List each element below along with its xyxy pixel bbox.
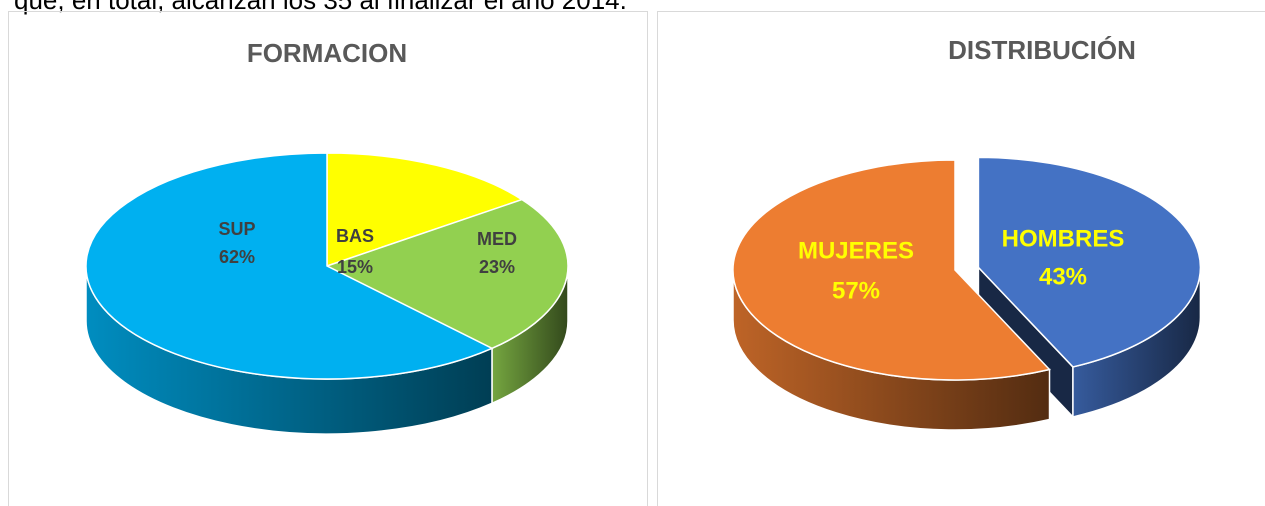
slice (326, 152, 524, 268)
intro-text: que, en total, alcanzan los 35 al finali… (14, 0, 627, 15)
slice-label: BAS (336, 226, 374, 246)
chart-frame (657, 11, 1265, 506)
slice (325, 198, 569, 350)
slice (732, 159, 1051, 381)
slice-label: HOMBRES (1002, 225, 1125, 252)
pie (85, 152, 569, 435)
slice-label: MUJERES (798, 237, 914, 264)
pie (732, 156, 1202, 431)
slice (85, 152, 494, 380)
chart-frame (8, 11, 648, 506)
slice-value-label: 15% (337, 257, 373, 277)
slice (977, 156, 1202, 368)
slice-label: SUP (218, 219, 255, 239)
slice-label: MED (477, 229, 517, 249)
chart-title: FORMACION (247, 38, 407, 68)
slice-value-label: 43% (1039, 263, 1087, 290)
slice-value-label: 57% (832, 277, 880, 304)
chart-title: DISTRIBUCIÓN (948, 35, 1136, 65)
slice-value-label: 62% (219, 247, 255, 267)
slice-value-label: 23% (479, 257, 515, 277)
